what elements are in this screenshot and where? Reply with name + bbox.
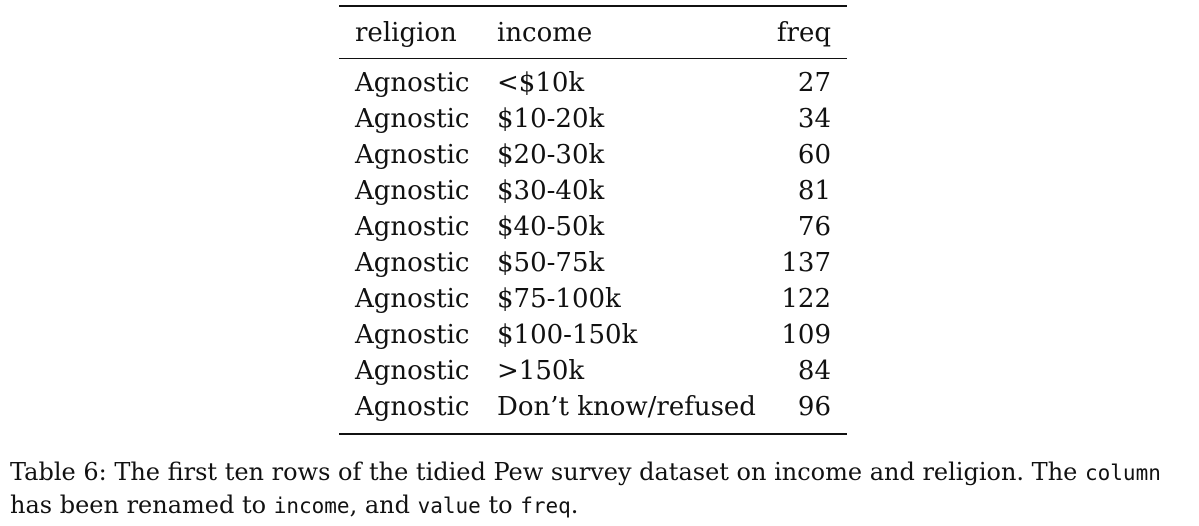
cell-religion: Agnostic [355, 68, 470, 98]
table-row: Agnostic <$10k 27 [339, 59, 847, 102]
pew-income-religion-table: religion income freq Agnostic <$10k 27 A… [339, 5, 847, 435]
cell-income: $40-50k [497, 212, 605, 242]
caption-code-column: column [1085, 461, 1161, 485]
cell-freq: 96 [797, 392, 831, 422]
caption-label: Table 6: [10, 458, 107, 486]
caption-code-income: income [273, 494, 350, 518]
caption-text: has been renamed to [10, 491, 267, 519]
table-row: Agnostic $10-20k 34 [339, 101, 847, 137]
cell-religion: Agnostic [355, 248, 470, 278]
table-row: Agnostic Don’t know/refused 96 [339, 389, 847, 434]
table-body: Agnostic <$10k 27 Agnostic $10-20k 34 Ag… [339, 59, 847, 434]
table-row: Agnostic >150k 84 [339, 353, 847, 389]
table-header: religion income freq [339, 6, 847, 59]
cell-religion: Agnostic [355, 212, 470, 242]
header-religion: religion [355, 18, 457, 48]
cell-freq: 81 [797, 176, 831, 206]
cell-freq: 27 [797, 68, 831, 98]
cell-religion: Agnostic [355, 320, 470, 350]
cell-religion: Agnostic [355, 176, 470, 206]
table-row: Agnostic $30-40k 81 [339, 173, 847, 209]
cell-income: <$10k [497, 68, 585, 98]
cell-religion: Agnostic [355, 356, 470, 386]
header-freq: freq [776, 18, 831, 48]
caption-code-value: value [417, 494, 481, 518]
cell-freq: 84 [797, 356, 831, 386]
table-row: Agnostic $40-50k 76 [339, 209, 847, 245]
cell-income: $50-75k [497, 248, 605, 278]
data-table-container: religion income freq Agnostic <$10k 27 A… [339, 5, 847, 435]
caption-text: . [570, 491, 579, 519]
cell-freq: 137 [781, 248, 831, 278]
cell-freq: 122 [781, 284, 831, 314]
cell-income: $20-30k [497, 140, 605, 170]
cell-freq: 34 [797, 104, 831, 134]
cell-income: $30-40k [497, 176, 605, 206]
header-row: religion income freq [339, 6, 847, 59]
table-row: Agnostic $75-100k 122 [339, 281, 847, 317]
cell-religion: Agnostic [355, 140, 470, 170]
table-row: Agnostic $20-30k 60 [339, 137, 847, 173]
cell-income: $100-150k [497, 320, 638, 350]
table-caption: Table 6: The first ten rows of the tidie… [10, 456, 1190, 522]
cell-freq: 76 [797, 212, 831, 242]
header-income: income [497, 18, 593, 48]
caption-text: , and [349, 491, 410, 519]
cell-income: $75-100k [497, 284, 621, 314]
cell-freq: 109 [781, 320, 831, 350]
caption-code-freq: freq [520, 494, 571, 518]
table-row: Agnostic $100-150k 109 [339, 317, 847, 353]
caption-text: to [488, 491, 513, 519]
cell-income: Don’t know/refused [497, 392, 756, 422]
caption-text: The first ten rows of the tidied Pew sur… [114, 458, 1078, 486]
cell-income: $10-20k [497, 104, 605, 134]
cell-religion: Agnostic [355, 104, 470, 134]
cell-income: >150k [497, 356, 585, 386]
table-row: Agnostic $50-75k 137 [339, 245, 847, 281]
cell-freq: 60 [797, 140, 831, 170]
cell-religion: Agnostic [355, 392, 470, 422]
cell-religion: Agnostic [355, 284, 470, 314]
